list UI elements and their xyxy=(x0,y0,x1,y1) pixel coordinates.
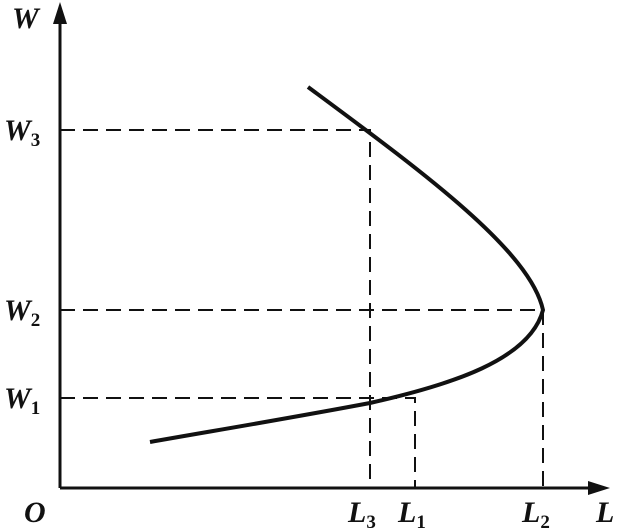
label-sub: 3 xyxy=(366,512,376,531)
l-level-label: L2 xyxy=(521,496,550,531)
w-level-label: W2 xyxy=(4,294,40,331)
origin-label: O xyxy=(24,496,46,529)
label-base: W xyxy=(4,114,33,147)
label-base: W xyxy=(4,294,33,327)
label-sub: 1 xyxy=(31,398,41,419)
y-axis-label: W xyxy=(12,2,41,35)
w3-guide xyxy=(60,129,371,488)
l-level-label: L3 xyxy=(347,496,376,531)
x-axis-label: L xyxy=(595,496,614,529)
label-sub: 1 xyxy=(416,512,426,531)
label-base: L xyxy=(347,496,366,529)
label-base: L xyxy=(397,496,416,529)
x-arrow xyxy=(588,481,610,495)
w1-guide xyxy=(60,397,416,488)
l-level-label: L1 xyxy=(397,496,426,531)
label-sub: 2 xyxy=(31,310,41,331)
w-level-label: W1 xyxy=(4,382,40,419)
label-base: L xyxy=(521,496,540,529)
label-base: W xyxy=(4,382,33,415)
label-sub: 2 xyxy=(540,512,550,531)
w-level-label: W3 xyxy=(4,114,40,151)
y-arrow xyxy=(53,2,67,24)
label-sub: 3 xyxy=(31,130,41,151)
supply-curve xyxy=(149,85,546,444)
